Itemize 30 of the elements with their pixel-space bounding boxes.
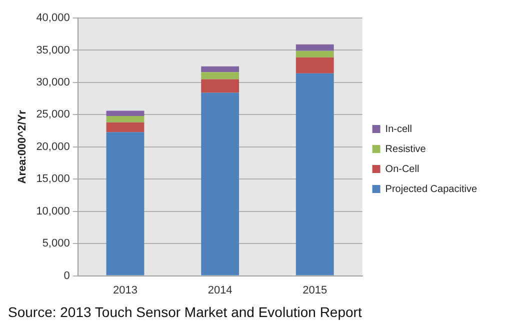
legend-label: On-Cell (385, 164, 420, 175)
bar (106, 116, 144, 122)
y-tick-label: 10,000 (36, 205, 70, 218)
y-tick-label: 25,000 (36, 108, 70, 121)
y-tick-label: 5,000 (42, 238, 70, 250)
bar (201, 92, 240, 276)
bar (296, 57, 334, 74)
x-tick-label: 2014 (208, 284, 232, 296)
y-tick-label: 20,000 (36, 140, 70, 153)
legend-label: Resistive (385, 144, 426, 155)
y-tick-label: 40,000 (36, 12, 70, 24)
bar (296, 44, 334, 51)
bar (106, 122, 144, 132)
y-tick-label: 15,000 (36, 173, 70, 186)
bar (106, 110, 144, 116)
y-tick-label: 35,000 (36, 44, 70, 56)
x-tick-label: 2015 (302, 284, 328, 296)
y-axis-title: Area:000^2/Yr (16, 109, 29, 184)
legend-label: Projected Capacitive (385, 184, 478, 195)
x-tick-label: 2013 (113, 284, 138, 296)
bar (201, 79, 240, 93)
bar (201, 72, 240, 80)
y-tick-label: 30,000 (36, 76, 70, 88)
bar (296, 50, 334, 58)
bar (201, 66, 240, 72)
bar (296, 73, 334, 276)
bar (106, 132, 144, 276)
source-note: Source: 2013 Touch Sensor Market and Evolution Report (8, 304, 363, 320)
legend-label: In-cell (385, 124, 412, 135)
y-tick-label: 0 (64, 270, 70, 282)
